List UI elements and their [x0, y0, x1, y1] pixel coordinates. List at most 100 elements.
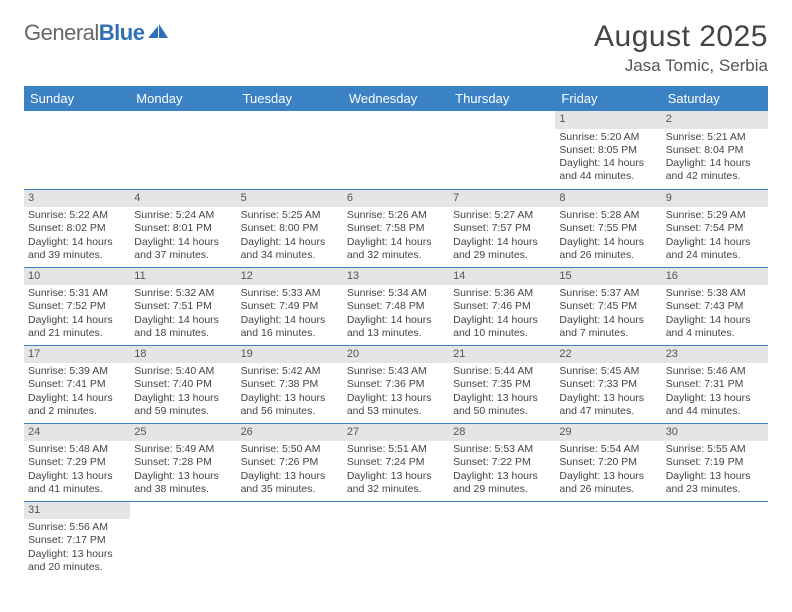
day-detail-line: Sunset: 8:04 PM [666, 144, 764, 157]
day-number: 8 [555, 190, 661, 208]
day-details: Sunrise: 5:31 AMSunset: 7:52 PMDaylight:… [24, 285, 130, 343]
day-detail-line: Sunrise: 5:38 AM [666, 287, 764, 300]
calendar-cell [662, 501, 768, 579]
day-detail-line: Sunset: 7:24 PM [347, 456, 445, 469]
calendar-cell: 18Sunrise: 5:40 AMSunset: 7:40 PMDayligh… [130, 345, 236, 423]
day-detail-line: Sunrise: 5:54 AM [559, 443, 657, 456]
sail-icon [148, 20, 170, 46]
day-detail-line: Daylight: 14 hours [241, 314, 339, 327]
day-number: 3 [24, 190, 130, 208]
day-number: 18 [130, 346, 236, 364]
day-number: 21 [449, 346, 555, 364]
day-detail-line: Sunset: 7:22 PM [453, 456, 551, 469]
calendar-cell: 13Sunrise: 5:34 AMSunset: 7:48 PMDayligh… [343, 267, 449, 345]
calendar-cell: 28Sunrise: 5:53 AMSunset: 7:22 PMDayligh… [449, 423, 555, 501]
day-detail-line: Sunrise: 5:20 AM [559, 131, 657, 144]
day-details: Sunrise: 5:49 AMSunset: 7:28 PMDaylight:… [130, 441, 236, 499]
day-detail-line: Daylight: 14 hours [28, 236, 126, 249]
day-detail-line: Sunset: 7:35 PM [453, 378, 551, 391]
day-detail-line: Daylight: 13 hours [347, 470, 445, 483]
day-details: Sunrise: 5:34 AMSunset: 7:48 PMDaylight:… [343, 285, 449, 343]
day-detail-line: and 34 minutes. [241, 249, 339, 262]
month-title: August 2025 [594, 20, 768, 54]
day-detail-line: Sunrise: 5:45 AM [559, 365, 657, 378]
day-detail-line: Sunrise: 5:32 AM [134, 287, 232, 300]
calendar-cell: 5Sunrise: 5:25 AMSunset: 8:00 PMDaylight… [237, 189, 343, 267]
calendar-row: 24Sunrise: 5:48 AMSunset: 7:29 PMDayligh… [24, 423, 768, 501]
day-detail-line: Sunrise: 5:27 AM [453, 209, 551, 222]
calendar-table: SundayMondayTuesdayWednesdayThursdayFrid… [24, 86, 768, 579]
calendar-cell: 7Sunrise: 5:27 AMSunset: 7:57 PMDaylight… [449, 189, 555, 267]
weekday-header: Monday [130, 86, 236, 111]
day-detail-line: Sunrise: 5:56 AM [28, 521, 126, 534]
day-detail-line: Daylight: 13 hours [241, 392, 339, 405]
day-detail-line: and 10 minutes. [453, 327, 551, 340]
day-details: Sunrise: 5:28 AMSunset: 7:55 PMDaylight:… [555, 207, 661, 265]
day-detail-line: Daylight: 13 hours [559, 392, 657, 405]
calendar-cell: 23Sunrise: 5:46 AMSunset: 7:31 PMDayligh… [662, 345, 768, 423]
day-details: Sunrise: 5:48 AMSunset: 7:29 PMDaylight:… [24, 441, 130, 499]
weekday-header: Sunday [24, 86, 130, 111]
day-detail-line: and 29 minutes. [453, 483, 551, 496]
day-number: 1 [555, 111, 661, 129]
day-detail-line: and 32 minutes. [347, 483, 445, 496]
day-detail-line: and 20 minutes. [28, 561, 126, 574]
day-number: 25 [130, 424, 236, 442]
calendar-cell: 24Sunrise: 5:48 AMSunset: 7:29 PMDayligh… [24, 423, 130, 501]
day-details: Sunrise: 5:36 AMSunset: 7:46 PMDaylight:… [449, 285, 555, 343]
day-detail-line: Sunset: 7:41 PM [28, 378, 126, 391]
day-detail-line: Sunrise: 5:25 AM [241, 209, 339, 222]
calendar-row: 31Sunrise: 5:56 AMSunset: 7:17 PMDayligh… [24, 501, 768, 579]
calendar-cell: 11Sunrise: 5:32 AMSunset: 7:51 PMDayligh… [130, 267, 236, 345]
calendar-row: 1Sunrise: 5:20 AMSunset: 8:05 PMDaylight… [24, 111, 768, 189]
day-detail-line: and 44 minutes. [666, 405, 764, 418]
calendar-body: 1Sunrise: 5:20 AMSunset: 8:05 PMDaylight… [24, 111, 768, 579]
day-detail-line: and 13 minutes. [347, 327, 445, 340]
day-details: Sunrise: 5:22 AMSunset: 8:02 PMDaylight:… [24, 207, 130, 265]
logo-text-2: Blue [99, 20, 145, 46]
day-detail-line: Daylight: 13 hours [28, 470, 126, 483]
day-detail-line: Sunrise: 5:21 AM [666, 131, 764, 144]
day-detail-line: Sunset: 8:01 PM [134, 222, 232, 235]
day-detail-line: Sunrise: 5:26 AM [347, 209, 445, 222]
day-detail-line: and 59 minutes. [134, 405, 232, 418]
calendar-cell: 17Sunrise: 5:39 AMSunset: 7:41 PMDayligh… [24, 345, 130, 423]
day-number: 10 [24, 268, 130, 286]
day-detail-line: Sunrise: 5:31 AM [28, 287, 126, 300]
day-number: 30 [662, 424, 768, 442]
day-detail-line: Sunrise: 5:43 AM [347, 365, 445, 378]
day-detail-line: Sunrise: 5:42 AM [241, 365, 339, 378]
day-detail-line: Daylight: 14 hours [666, 157, 764, 170]
day-detail-line: Sunset: 7:40 PM [134, 378, 232, 391]
day-details: Sunrise: 5:45 AMSunset: 7:33 PMDaylight:… [555, 363, 661, 421]
calendar-cell: 31Sunrise: 5:56 AMSunset: 7:17 PMDayligh… [24, 501, 130, 579]
day-detail-line: and 26 minutes. [559, 249, 657, 262]
day-detail-line: Daylight: 14 hours [559, 236, 657, 249]
day-detail-line: Daylight: 13 hours [134, 392, 232, 405]
day-number: 15 [555, 268, 661, 286]
day-detail-line: Daylight: 13 hours [559, 470, 657, 483]
day-detail-line: Daylight: 14 hours [559, 157, 657, 170]
day-detail-line: Sunset: 7:58 PM [347, 222, 445, 235]
day-detail-line: Daylight: 14 hours [347, 314, 445, 327]
calendar-cell: 26Sunrise: 5:50 AMSunset: 7:26 PMDayligh… [237, 423, 343, 501]
day-number: 16 [662, 268, 768, 286]
day-detail-line: Sunset: 7:38 PM [241, 378, 339, 391]
calendar-cell: 27Sunrise: 5:51 AMSunset: 7:24 PMDayligh… [343, 423, 449, 501]
day-details: Sunrise: 5:55 AMSunset: 7:19 PMDaylight:… [662, 441, 768, 499]
day-detail-line: Sunrise: 5:37 AM [559, 287, 657, 300]
day-number: 11 [130, 268, 236, 286]
day-detail-line: Daylight: 14 hours [28, 392, 126, 405]
day-number: 4 [130, 190, 236, 208]
day-detail-line: Sunset: 7:48 PM [347, 300, 445, 313]
day-number: 27 [343, 424, 449, 442]
day-number: 23 [662, 346, 768, 364]
day-detail-line: Daylight: 14 hours [347, 236, 445, 249]
day-number: 22 [555, 346, 661, 364]
day-details: Sunrise: 5:33 AMSunset: 7:49 PMDaylight:… [237, 285, 343, 343]
day-details: Sunrise: 5:39 AMSunset: 7:41 PMDaylight:… [24, 363, 130, 421]
day-number: 20 [343, 346, 449, 364]
day-detail-line: Sunset: 8:05 PM [559, 144, 657, 157]
calendar-cell: 20Sunrise: 5:43 AMSunset: 7:36 PMDayligh… [343, 345, 449, 423]
day-details: Sunrise: 5:27 AMSunset: 7:57 PMDaylight:… [449, 207, 555, 265]
